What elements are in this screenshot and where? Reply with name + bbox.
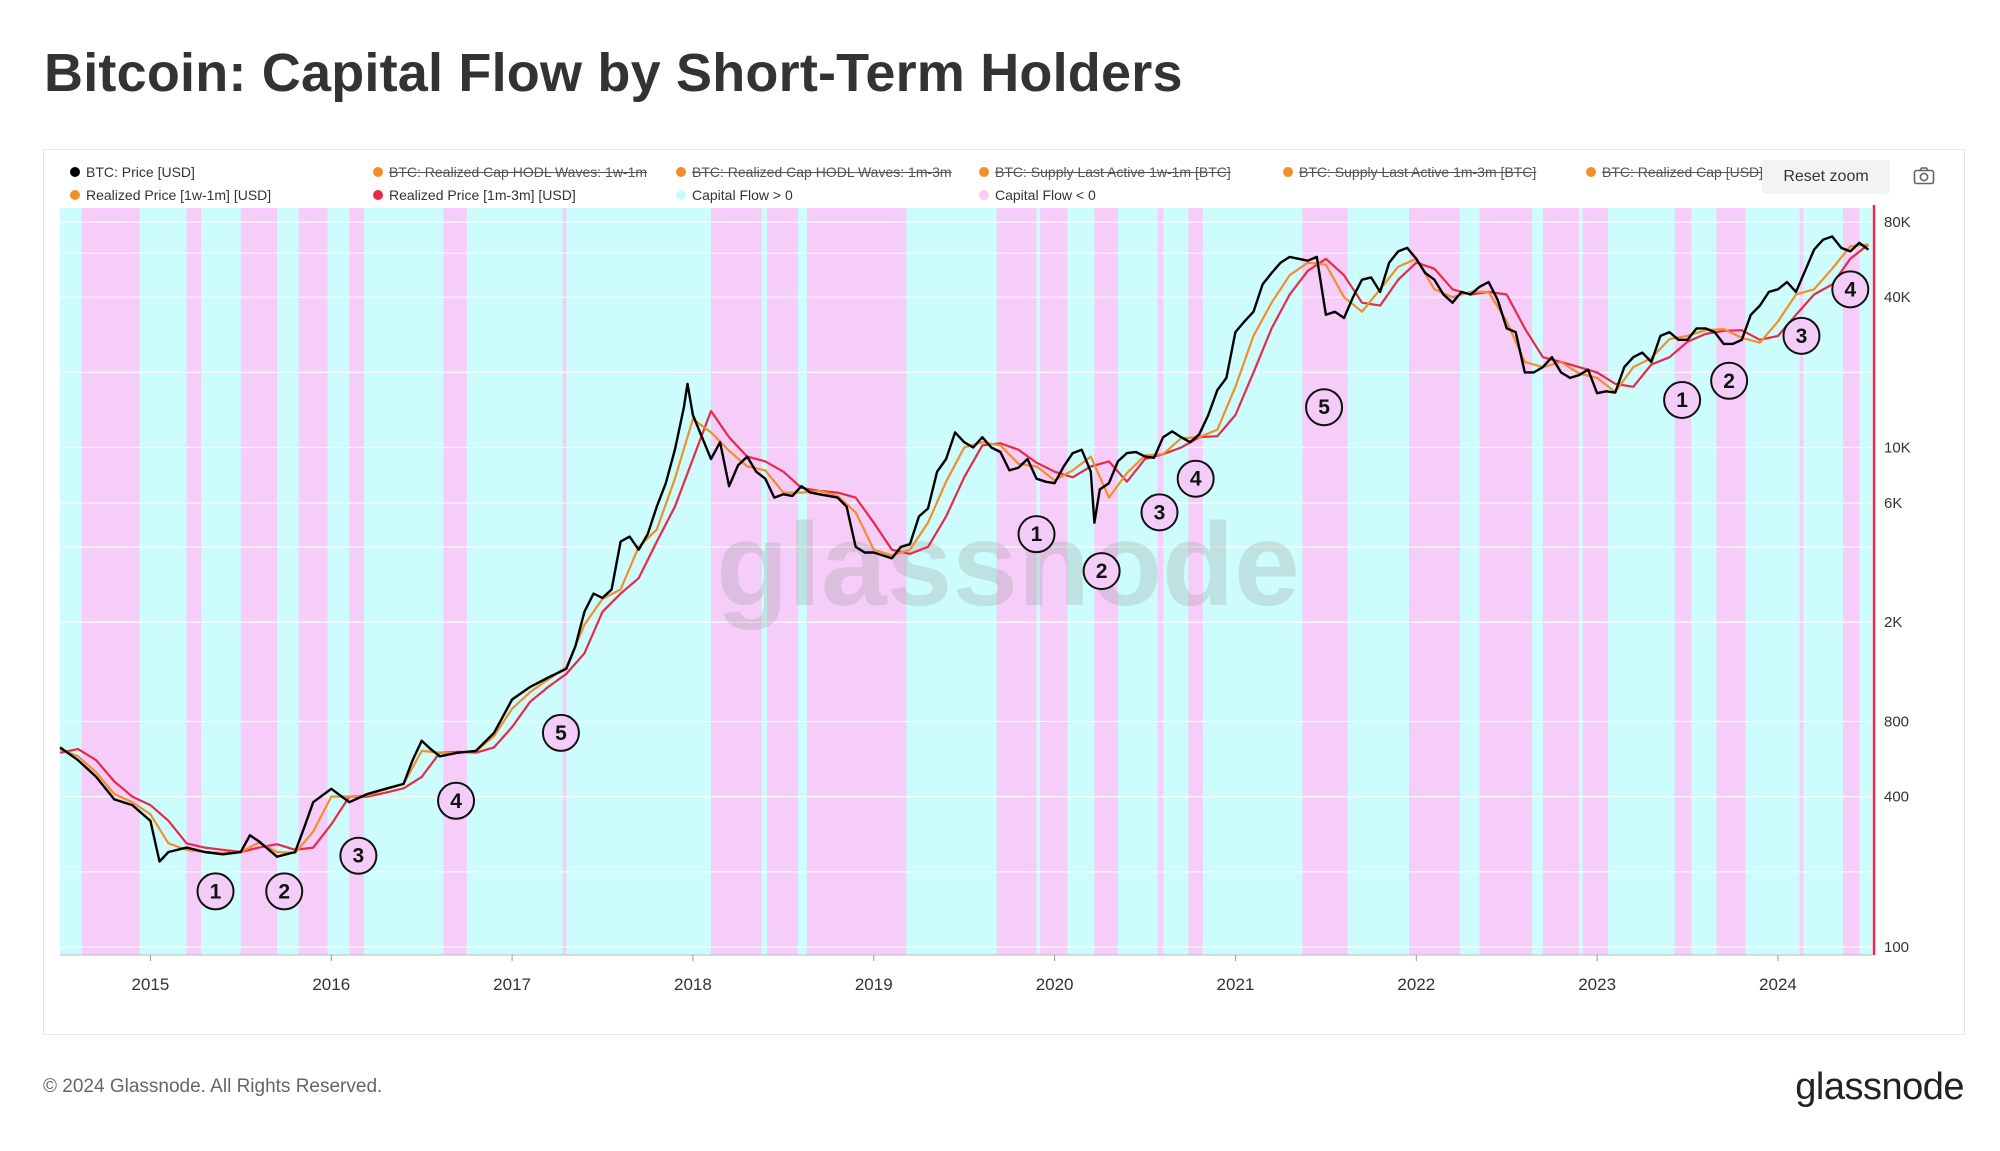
copyright: © 2024 Glassnode. All Rights Reserved.: [43, 1076, 383, 1097]
legend-hodl-1w-1m[interactable]: BTC: Realized Cap HODL Waves: 1w-1m: [373, 164, 647, 180]
capital-flow-negative-band: [1040, 208, 1068, 955]
annotation-label: 4: [1844, 278, 1856, 301]
annotation-marker: [339, 836, 378, 875]
capital-flow-negative-band: [1674, 208, 1692, 955]
reset-zoom-button[interactable]: Reset zoom: [1762, 160, 1890, 194]
capital-flow-negative-band: [767, 208, 798, 955]
annotation-marker: [437, 781, 476, 820]
annotation-label: 3: [353, 845, 365, 868]
y-tick-label: 800: [1884, 713, 1909, 730]
capital-flow-negative-band: [1582, 208, 1608, 955]
annotation-label: 2: [1723, 370, 1735, 393]
capital-flow-negative-band: [349, 208, 364, 955]
annotation-marker: [1176, 459, 1215, 498]
annotation-label: 4: [1190, 468, 1202, 491]
legend-marker-icon: [1586, 167, 1596, 177]
annotation-label: 1: [210, 880, 222, 903]
annotation-marker: [1140, 493, 1179, 532]
x-tick-label: 2020: [1036, 975, 1074, 994]
legend-marker-icon: [979, 190, 989, 200]
annotation-marker: [196, 872, 235, 911]
brand-logo: glassnode: [1795, 1066, 1964, 1108]
annotation-marker: [1017, 515, 1056, 554]
x-tick-label: 2019: [855, 975, 893, 994]
capital-flow-negative-band: [240, 208, 278, 955]
legend-hodl-1m-3m[interactable]: BTC: Realized Cap HODL Waves: 1m-3m: [676, 164, 952, 180]
capital-flow-negative-band: [562, 208, 567, 955]
annotation-label: 2: [1096, 560, 1108, 583]
legend-marker-icon: [70, 167, 80, 177]
legend-marker-icon: [676, 167, 686, 177]
capital-flow-negative-band: [81, 208, 140, 955]
annotation-marker: [541, 713, 580, 752]
annotation-label: 4: [450, 790, 462, 813]
annotation-marker: [1831, 270, 1870, 309]
annotation-label: 3: [1796, 325, 1808, 348]
watermark: glassnode: [716, 499, 1300, 631]
y-tick-label: 2K: [1884, 614, 1902, 631]
x-tick-label: 2015: [132, 975, 170, 994]
legend-marker-icon: [70, 190, 80, 200]
annotation-marker: [1082, 552, 1121, 591]
annotation-label: 1: [1676, 389, 1688, 412]
y-tick-label: 400: [1884, 789, 1909, 806]
annotation-label: 5: [555, 722, 567, 745]
capital-flow-negative-band: [806, 208, 907, 955]
annotation-marker: [265, 872, 304, 911]
annotation-marker: [1663, 380, 1702, 419]
legend-realized-price-1w-1m[interactable]: Realized Price [1w-1m] [USD]: [70, 187, 271, 203]
capital-flow-negative-band: [1542, 208, 1580, 955]
capital-flow-negative-band: [443, 208, 467, 955]
x-tick-label: 2022: [1397, 975, 1435, 994]
capital-flow-negative-band: [711, 208, 762, 955]
capital-flow-negative-band: [1716, 208, 1746, 955]
capital-flow-negative-band: [1479, 208, 1533, 955]
page-title: Bitcoin: Capital Flow by Short-Term Hold…: [44, 43, 1183, 103]
camera-icon[interactable]: [1912, 164, 1936, 188]
y-tick-label: 6K: [1884, 495, 1902, 512]
legend-marker-icon: [1283, 167, 1293, 177]
y-tick-label: 80K: [1884, 214, 1911, 231]
x-tick-label: 2017: [493, 975, 531, 994]
x-tick-label: 2016: [312, 975, 350, 994]
x-tick-label: 2024: [1759, 975, 1797, 994]
x-tick-label: 2021: [1217, 975, 1255, 994]
legend-marker-icon: [979, 167, 989, 177]
btc-price-line[interactable]: [59, 235, 1870, 863]
annotation-marker: [1710, 361, 1749, 400]
legend-capital-flow-negative[interactable]: Capital Flow < 0: [979, 187, 1096, 203]
x-tick-label: 2023: [1578, 975, 1616, 994]
capital-flow-negative-band: [1188, 208, 1203, 955]
capital-flow-negative-band: [186, 208, 202, 955]
legend-btc-price[interactable]: BTC: Price [USD]: [70, 164, 195, 180]
capital-flow-negative-band: [1843, 208, 1860, 955]
annotation-label: 2: [278, 880, 290, 903]
legend-realized-cap[interactable]: BTC: Realized Cap [USD]: [1586, 164, 1763, 180]
chart-panel: [43, 149, 1965, 1035]
legend-supply-1m-3m[interactable]: BTC: Supply Last Active 1m-3m [BTC]: [1283, 164, 1536, 180]
y-tick-label: 100: [1884, 939, 1909, 956]
capital-flow-negative-band: [996, 208, 1037, 955]
legend-capital-flow-positive[interactable]: Capital Flow > 0: [676, 187, 793, 203]
legend-realized-price-1m-3m[interactable]: Realized Price [1m-3m] [USD]: [373, 187, 576, 203]
annotation-label: 1: [1031, 523, 1043, 546]
annotation-label: 5: [1318, 396, 1330, 419]
annotation-label: 3: [1154, 501, 1166, 524]
annotation-marker: [1782, 316, 1821, 355]
capital-flow-negative-band: [1302, 208, 1348, 955]
legend-marker-icon: [373, 167, 383, 177]
x-tick-label: 2018: [674, 975, 712, 994]
y-tick-label: 10K: [1884, 440, 1911, 457]
capital-flow-negative-band: [1409, 208, 1460, 955]
legend-marker-icon: [676, 190, 686, 200]
legend-marker-icon: [373, 190, 383, 200]
capital-flow-negative-band: [1157, 208, 1164, 955]
capital-flow-negative-band: [1799, 208, 1804, 955]
y-tick-label: 40K: [1884, 289, 1911, 306]
annotation-marker: [1305, 388, 1344, 427]
legend-supply-1w-1m[interactable]: BTC: Supply Last Active 1w-1m [BTC]: [979, 164, 1231, 180]
